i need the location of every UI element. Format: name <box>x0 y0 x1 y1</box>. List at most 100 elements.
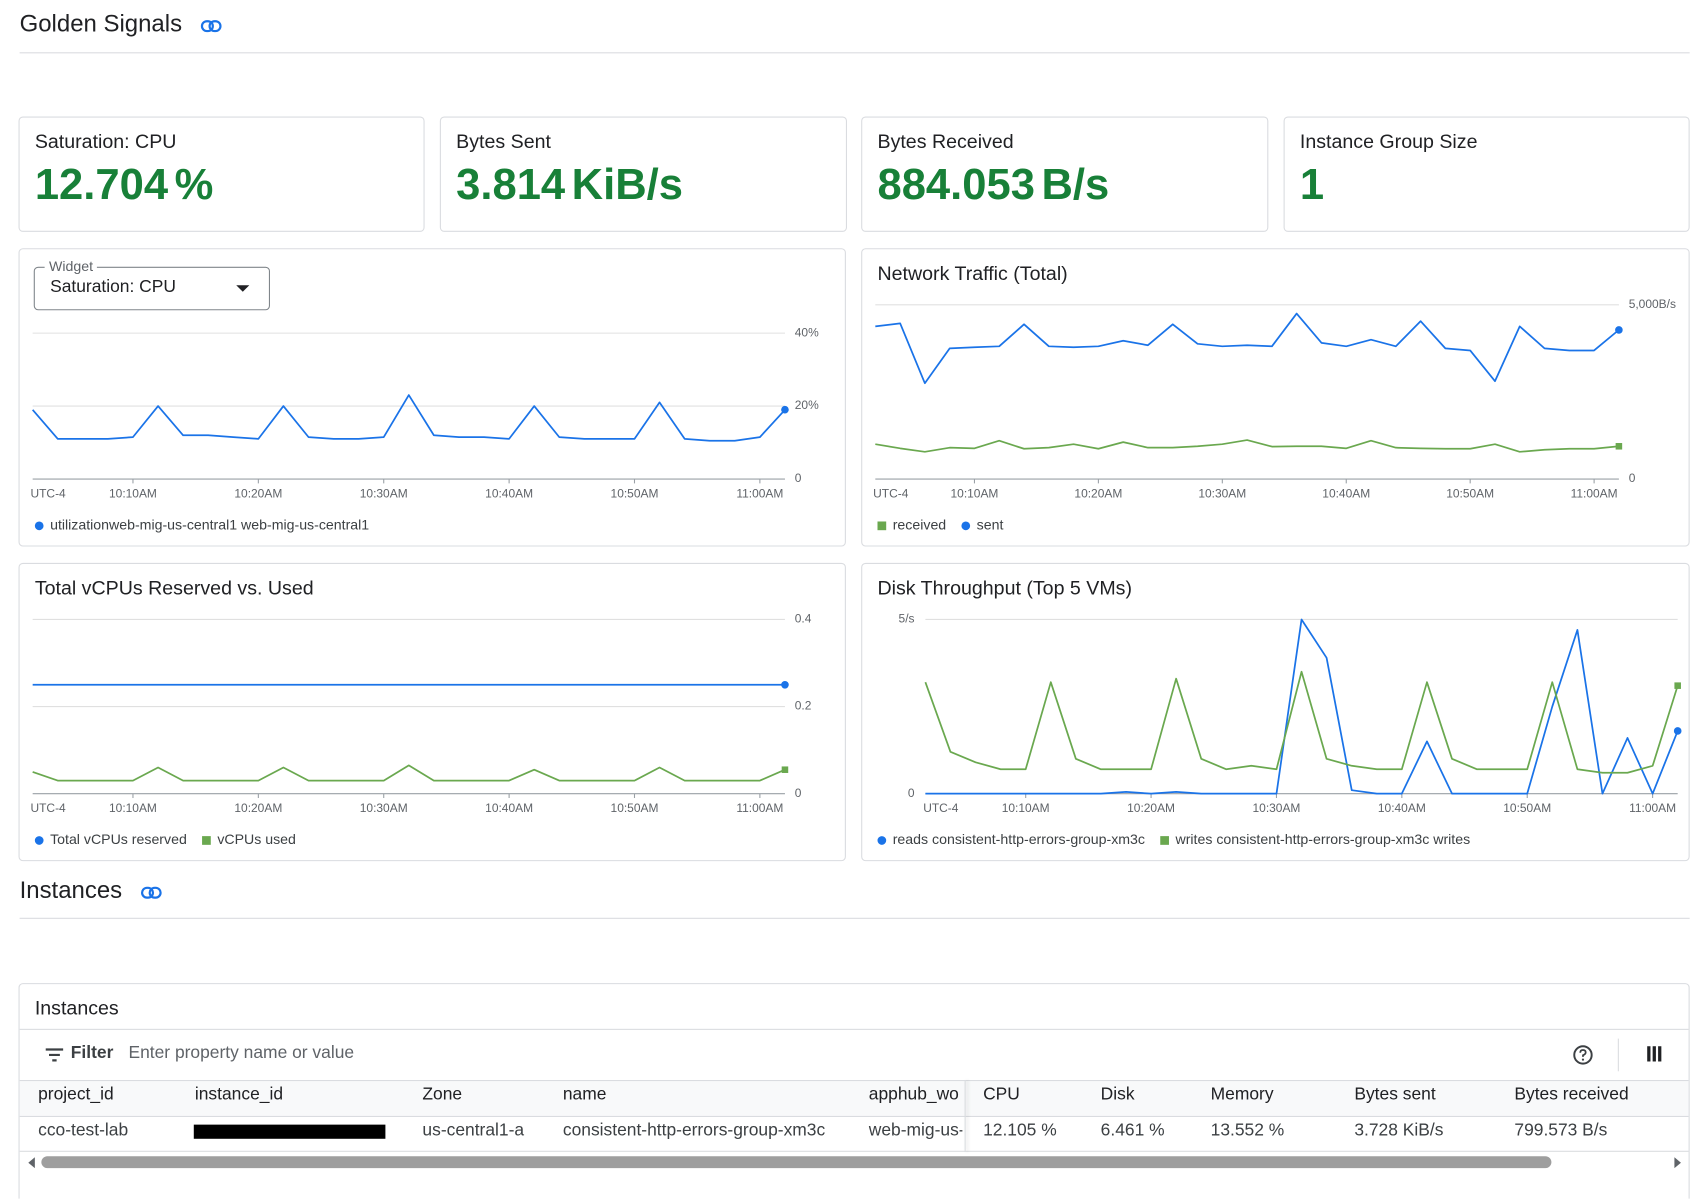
column-header: Bytes received <box>1514 1085 1629 1104</box>
chart-title: Total vCPUs Reserved vs. Used <box>34 577 314 599</box>
x-tick-label: 10:30AM <box>360 486 408 500</box>
x-tick-label: 11:00AM <box>736 486 783 500</box>
scorecard-title: Saturation: CPU <box>34 130 177 153</box>
timezone-label: UTC-4 <box>30 801 66 815</box>
x-tick-label: 10:40AM <box>1322 486 1370 500</box>
x-tick-label: 10:50AM <box>1503 801 1551 815</box>
filter-input[interactable]: Enter property name or value <box>128 1044 355 1063</box>
scroll-left[interactable] <box>26 1156 37 1169</box>
x-tick-label: 10:30AM <box>360 801 408 815</box>
series-line <box>32 394 786 442</box>
column-header: name <box>562 1085 607 1104</box>
x-tick-label: 10:40AM <box>1378 801 1426 815</box>
legend-marker <box>34 521 44 531</box>
legend-label: sent <box>977 517 1004 533</box>
series-line <box>924 670 1679 774</box>
y-tick-label: 0 <box>1629 471 1636 485</box>
table-cell: consistent-http-errors-group-xm3c <box>562 1121 826 1140</box>
scrollbar-thumb[interactable] <box>41 1156 1552 1169</box>
chart-card: Saturation: CPU Widget <box>18 248 846 547</box>
table-card: Instances Filter Enter property name or … <box>18 983 1690 1199</box>
link-icon[interactable] <box>200 17 222 34</box>
table-cell: 3.728 KiB/s <box>1354 1121 1444 1140</box>
row-divider <box>19 1150 1689 1152</box>
value: 12.704 <box>34 161 169 210</box>
x-tick-label: 10:50AM <box>611 801 659 815</box>
unit: B/s <box>1041 161 1110 210</box>
y-tick-label: 20% <box>795 398 819 412</box>
x-tick-label: 10:50AM <box>611 486 659 500</box>
legend-label: vCPUs used <box>217 831 296 847</box>
chart-card: Network Traffic (Total) <box>861 248 1690 547</box>
chart-title: Disk Throughput (Top 5 VMs) <box>877 577 1132 599</box>
y-tick-label: 0.2 <box>795 699 812 713</box>
value: 1 <box>1299 161 1325 210</box>
x-tick-label: 10:20AM <box>1074 486 1122 500</box>
y-tick-label: 0 <box>908 786 915 800</box>
divider <box>19 52 1690 54</box>
y-tick-label: 0 <box>795 471 802 485</box>
table-cell: 799.573 B/s <box>1514 1121 1608 1140</box>
scorecard: Bytes Sent 3.814 KiB/s <box>439 116 848 232</box>
legend-marker <box>877 836 887 845</box>
value: 3.814 <box>456 161 566 210</box>
scorecard-value: 3.814 KiB/s <box>456 161 683 210</box>
section-title: Instances <box>19 876 123 904</box>
x-tick-label: 10:10AM <box>109 486 157 500</box>
series-end-marker <box>1615 326 1623 334</box>
column-header: Bytes sent <box>1354 1085 1436 1104</box>
section-title: Golden Signals <box>19 9 183 38</box>
column-header: Memory <box>1210 1085 1274 1104</box>
scorecard: Saturation: CPU 12.704% <box>18 116 425 232</box>
legend-marker <box>877 521 887 531</box>
legend-marker <box>1160 836 1169 845</box>
filter-icon[interactable] <box>45 1047 65 1062</box>
x-tick-label: 10:40AM <box>485 801 533 815</box>
x-tick-label: 10:50AM <box>1446 486 1494 500</box>
help-icon[interactable] <box>1572 1044 1594 1066</box>
divider <box>1617 1038 1619 1072</box>
table-header-row <box>19 1079 1689 1118</box>
table-cell: 12.105 % <box>983 1121 1057 1140</box>
column-display-icon[interactable] <box>1646 1045 1663 1062</box>
y-tick-label: 0.4 <box>795 612 812 626</box>
series-end-marker <box>781 405 789 414</box>
column-header: project_id <box>38 1085 114 1104</box>
x-tick-label: 10:20AM <box>1127 801 1175 815</box>
x-tick-label: 10:20AM <box>234 801 282 815</box>
scorecard: Bytes Received 884.053 B/s <box>861 116 1269 232</box>
column-header: apphub_wo <box>868 1085 959 1104</box>
filter-label[interactable]: Filter <box>70 1044 114 1063</box>
series-end-marker <box>1674 682 1681 689</box>
legend-label: utilizationweb-mig-us-central1 web-mig-u… <box>50 517 369 533</box>
chart-title: Network Traffic (Total) <box>877 262 1068 285</box>
scroll-right[interactable] <box>1672 1156 1683 1169</box>
y-tick-label: 5/s <box>899 612 915 626</box>
widget-dropdown[interactable]: Saturation: CPU <box>33 266 270 311</box>
dropdown-label: Widget <box>44 258 98 275</box>
column-header: Zone <box>422 1085 463 1104</box>
series-line <box>925 618 1679 795</box>
unit: % <box>174 161 214 210</box>
redacted-cell <box>193 1124 386 1139</box>
series-line <box>32 764 786 782</box>
table-cell: us-central1-a <box>422 1121 525 1140</box>
link-icon[interactable] <box>140 884 162 901</box>
sticky-column-edge <box>964 1079 966 1152</box>
divider <box>19 917 1690 919</box>
series-end-marker <box>1673 727 1682 735</box>
column-header: instance_id <box>194 1085 284 1104</box>
series-line <box>875 312 1620 385</box>
unit: KiB/s <box>571 161 684 210</box>
y-tick-label: 40% <box>795 325 819 339</box>
x-tick-label: 10:30AM <box>1253 801 1301 815</box>
value: 884.053 <box>877 161 1035 210</box>
series-end-marker <box>1615 443 1623 450</box>
divider <box>19 1028 1689 1030</box>
legend-marker <box>961 521 971 531</box>
legend-label: reads consistent-http-errors-group-xm3c <box>893 831 1145 847</box>
